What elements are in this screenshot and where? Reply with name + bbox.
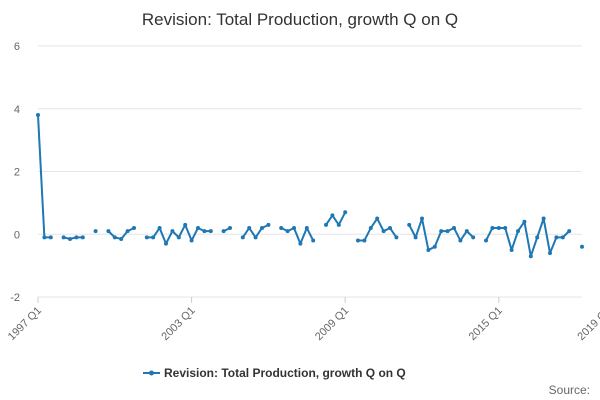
data-point[interactable] bbox=[132, 225, 136, 230]
data-point[interactable] bbox=[471, 235, 476, 240]
data-point[interactable] bbox=[407, 222, 412, 227]
data-point[interactable] bbox=[247, 225, 252, 230]
data-point[interactable] bbox=[74, 235, 79, 240]
data-point[interactable] bbox=[240, 235, 245, 240]
data-point[interactable] bbox=[522, 219, 527, 224]
data-point[interactable] bbox=[413, 235, 418, 240]
data-point[interactable] bbox=[336, 222, 341, 227]
data-point[interactable] bbox=[356, 238, 360, 243]
data-point[interactable] bbox=[535, 235, 540, 240]
x-tick-label: 2009 Q1 bbox=[313, 305, 351, 343]
data-point[interactable] bbox=[452, 225, 456, 230]
series-line-segment bbox=[37, 114, 51, 239]
data-point[interactable] bbox=[189, 238, 194, 243]
y-tick-label: 4 bbox=[14, 104, 20, 116]
series-line-segment bbox=[63, 236, 83, 240]
data-point[interactable] bbox=[80, 235, 85, 240]
data-point[interactable] bbox=[253, 235, 258, 240]
x-axis-ticks: 1997 Q1 2003 Q1 2009 Q1 2015 Q1 2019 Q2 bbox=[6, 297, 600, 343]
legend-label: Revision: Total Production, growth Q on … bbox=[164, 366, 406, 380]
data-point[interactable] bbox=[343, 210, 348, 215]
data-point[interactable] bbox=[381, 229, 386, 234]
legend-marker bbox=[149, 370, 154, 376]
data-point[interactable] bbox=[554, 235, 559, 240]
data-point[interactable] bbox=[260, 225, 264, 230]
data-point[interactable] bbox=[106, 229, 111, 234]
series-line-segment bbox=[325, 211, 347, 226]
data-point[interactable] bbox=[170, 229, 175, 234]
data-point[interactable] bbox=[196, 225, 200, 230]
data-point[interactable] bbox=[375, 216, 380, 221]
data-point[interactable] bbox=[48, 235, 53, 240]
data-point[interactable] bbox=[503, 225, 508, 230]
data-point[interactable] bbox=[432, 244, 437, 249]
data-point[interactable] bbox=[368, 225, 373, 230]
data-point[interactable] bbox=[125, 229, 130, 234]
grid-lines bbox=[38, 45, 582, 298]
data-point[interactable] bbox=[516, 229, 520, 234]
data-point[interactable] bbox=[394, 235, 399, 240]
data-point[interactable] bbox=[228, 225, 232, 230]
data-point[interactable] bbox=[528, 254, 533, 259]
legend[interactable]: Revision: Total Production, growth Q on … bbox=[143, 366, 406, 380]
data-point[interactable] bbox=[304, 225, 309, 230]
data-point[interactable] bbox=[68, 236, 72, 241]
data-point[interactable] bbox=[151, 235, 156, 240]
data-point[interactable] bbox=[496, 225, 501, 230]
data-point[interactable] bbox=[298, 241, 303, 246]
y-tick-label: 0 bbox=[14, 229, 20, 241]
data-point[interactable] bbox=[61, 235, 66, 240]
data-point[interactable] bbox=[445, 229, 450, 234]
x-tick-label: 2003 Q1 bbox=[159, 305, 197, 343]
data-point[interactable] bbox=[484, 238, 488, 243]
data-point[interactable] bbox=[464, 229, 469, 234]
x-tick-label: 2015 Q1 bbox=[467, 305, 505, 343]
data-point[interactable] bbox=[362, 238, 367, 243]
y-tick-label: -2 bbox=[10, 292, 20, 304]
data-point[interactable] bbox=[279, 225, 284, 230]
source-label: Source: bbox=[549, 383, 590, 397]
data-point[interactable] bbox=[183, 222, 188, 227]
data-point[interactable] bbox=[541, 216, 546, 221]
data-point[interactable] bbox=[330, 213, 335, 218]
chart-title: Revision: Total Production, growth Q on … bbox=[142, 10, 458, 29]
data-point[interactable] bbox=[266, 222, 271, 227]
data-point[interactable] bbox=[420, 216, 424, 221]
data-point[interactable] bbox=[208, 229, 213, 234]
data-point[interactable] bbox=[560, 235, 565, 240]
series-group bbox=[36, 113, 584, 259]
data-point[interactable] bbox=[548, 251, 552, 256]
data-point[interactable] bbox=[112, 235, 117, 240]
data-point[interactable] bbox=[509, 247, 514, 252]
data-point[interactable] bbox=[567, 229, 572, 234]
x-tick-label: 2019 Q2 bbox=[575, 305, 600, 343]
data-point[interactable] bbox=[324, 222, 328, 227]
data-point[interactable] bbox=[42, 235, 47, 240]
data-point[interactable] bbox=[176, 235, 181, 240]
data-point[interactable] bbox=[93, 229, 98, 234]
data-point[interactable] bbox=[311, 238, 316, 243]
data-point[interactable] bbox=[36, 113, 40, 118]
y-tick-label: 6 bbox=[14, 41, 20, 53]
data-point[interactable] bbox=[221, 229, 226, 234]
data-point[interactable] bbox=[388, 225, 392, 230]
data-point[interactable] bbox=[580, 244, 584, 249]
data-point[interactable] bbox=[292, 225, 296, 230]
data-point[interactable] bbox=[285, 229, 290, 234]
data-point[interactable] bbox=[144, 235, 149, 240]
data-point[interactable] bbox=[157, 225, 162, 230]
data-point[interactable] bbox=[202, 229, 207, 234]
data-point[interactable] bbox=[458, 238, 463, 243]
data-point[interactable] bbox=[426, 247, 431, 252]
data-point[interactable] bbox=[490, 225, 495, 230]
data-point[interactable] bbox=[439, 229, 444, 234]
data-point[interactable] bbox=[164, 241, 168, 246]
y-tick-label: 2 bbox=[14, 167, 20, 179]
y-axis-ticks: -2 0 2 4 6 bbox=[10, 41, 20, 304]
x-tick-label: 1997 Q1 bbox=[6, 305, 44, 343]
data-point[interactable] bbox=[119, 236, 124, 241]
